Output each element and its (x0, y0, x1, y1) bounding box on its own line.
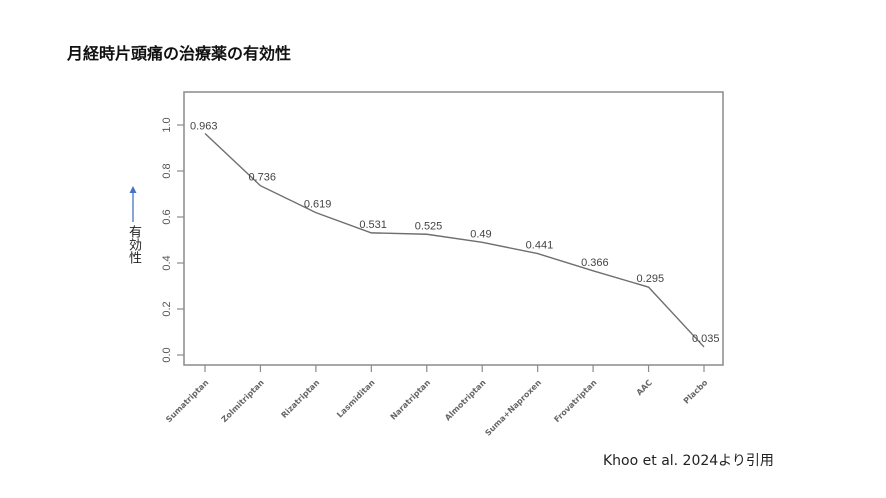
y-axis: 0.0 0.2 0.4 0.6 0.8 1.0 (161, 117, 184, 363)
y-tick-label: 0.0 (161, 347, 173, 362)
data-value-label: 0.49 (470, 228, 491, 240)
plot-frame (183, 91, 724, 366)
x-tick-label: Suma+Naproxen (483, 378, 543, 438)
y-tick-label: 0.6 (161, 209, 173, 224)
value-labels: 0.963 0.736 0.619 0.531 0.525 0.49 0.441 0.366 0… (190, 121, 720, 345)
x-tick-label: Almotriptan (443, 378, 488, 423)
y-tick-label: 1.0 (161, 117, 173, 132)
citation: Khoo et al. 2024より引用 (603, 453, 774, 469)
data-value-label: 0.295 (637, 273, 665, 285)
data-value-label: 0.366 (581, 257, 609, 269)
x-tick-label: AAC (635, 378, 654, 397)
data-value-label: 0.441 (526, 240, 554, 252)
data-value-label: 0.736 (248, 172, 276, 184)
chart-title: 月経時片頭痛の治療薬の有効性 (67, 44, 292, 63)
x-tick-label: Naratriptan (389, 378, 433, 422)
up-arrow-icon (129, 186, 137, 222)
x-axis: Sumatriptan Zolmitriptan Rizatriptan Lasmid… (164, 365, 710, 438)
y-tick-label: 0.4 (161, 255, 173, 270)
data-value-label: 0.963 (190, 121, 218, 133)
x-tick-label: Rizatriptan (279, 378, 321, 420)
series-line (204, 133, 705, 348)
data-value-label: 0.035 (692, 333, 720, 345)
y-tick-label: 0.8 (161, 163, 173, 178)
data-value-label: 0.531 (359, 219, 387, 231)
data-value-label: 0.525 (415, 220, 443, 232)
x-tick-label: Frovatriptan (552, 378, 598, 424)
x-tick-label: Sumatriptan (164, 378, 210, 424)
y-tick-label: 0.2 (161, 301, 173, 316)
y-axis-label-text: 有効性 (126, 225, 141, 264)
x-tick-label: Lasmiditan (335, 378, 377, 420)
x-tick-label: Placbo (682, 378, 710, 406)
y-axis-label: 有効性 (124, 186, 142, 264)
x-tick-label: Zolmitriptan (220, 378, 266, 424)
data-value-label: 0.619 (304, 199, 332, 211)
